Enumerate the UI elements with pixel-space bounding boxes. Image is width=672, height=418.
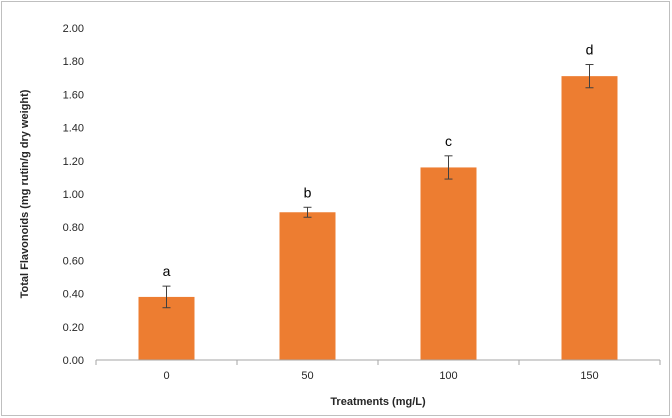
y-tick-label: 0.60 [63, 255, 84, 267]
significance-letters: a b c d [163, 42, 594, 280]
bar-100 [420, 167, 477, 360]
y-tick-label: 0.00 [63, 355, 84, 367]
y-tick-label: 1.60 [63, 89, 84, 101]
x-axis-ticks: 0 50 100 150 [95, 360, 661, 382]
y-tick-label: 1.20 [63, 156, 84, 168]
significance-letter-d: d [586, 42, 594, 58]
error-bars [162, 64, 594, 309]
significance-letter-c: c [445, 133, 452, 149]
y-tick-label: 1.00 [63, 189, 84, 201]
x-axis-title: Treatments (mg/L) [330, 396, 426, 408]
bar-150 [561, 76, 618, 360]
y-tick-label: 0.20 [63, 322, 84, 334]
significance-letter-b: b [304, 184, 312, 200]
significance-letter-a: a [163, 263, 171, 279]
y-tick-label: 2.00 [63, 23, 84, 35]
bars [138, 76, 618, 360]
x-tick-label: 50 [301, 370, 313, 382]
x-tick-label: 150 [580, 370, 598, 382]
x-tick-label: 100 [439, 370, 457, 382]
y-tick-label: 1.40 [63, 123, 84, 135]
bar-50 [279, 212, 336, 360]
y-tick-label: 1.80 [63, 56, 84, 68]
y-axis-title: Total Flavonoids (mg rutin/g dry weight) [19, 89, 31, 298]
y-axis-ticks: 0.00 0.20 0.40 0.60 0.80 1.00 1.20 1.40 1.60 1.80… [63, 23, 84, 367]
x-tick-label: 0 [163, 370, 169, 382]
y-tick-label: 0.40 [63, 289, 84, 301]
y-tick-label: 0.80 [63, 222, 84, 234]
